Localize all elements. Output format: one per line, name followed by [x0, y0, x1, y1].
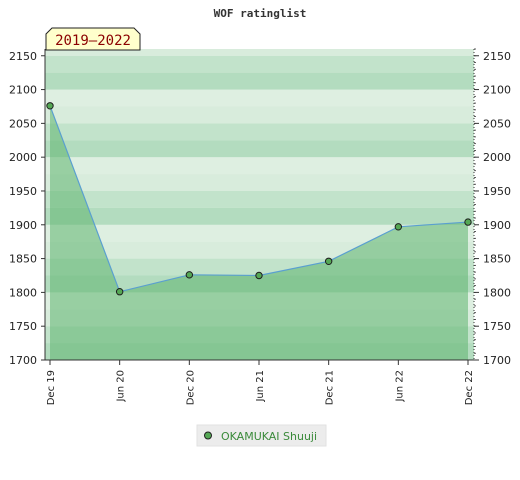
- y-tick-label-left: 2000: [9, 151, 37, 164]
- y-tick-label-left: 1750: [9, 320, 37, 333]
- data-point[interactable]: [186, 272, 192, 278]
- y-tick-label-left: 1800: [9, 286, 37, 299]
- x-tick-label: Dec 20: [185, 370, 196, 405]
- y-tick-label-right: 1950: [483, 185, 511, 198]
- data-point[interactable]: [325, 258, 331, 264]
- x-tick-label: Dec 21: [325, 370, 336, 405]
- x-tick-label: Jun 22: [394, 370, 405, 403]
- y-tick-label-right: 2000: [483, 151, 511, 164]
- data-point[interactable]: [395, 224, 401, 230]
- y-tick-label-left: 2150: [9, 50, 37, 63]
- legend-series-name: OKAMUKAI Shuuji: [221, 430, 317, 443]
- y-tick-label-left: 1950: [9, 185, 37, 198]
- period-label: 2019–2022: [55, 33, 131, 49]
- data-point[interactable]: [47, 103, 53, 109]
- legend[interactable]: OKAMUKAI Shuuji: [197, 425, 326, 446]
- y-tick-label-left: 1850: [9, 253, 37, 266]
- x-tick-label: Jun 20: [116, 370, 127, 403]
- y-tick-label-right: 2100: [483, 84, 511, 97]
- y-tick-label-right: 1850: [483, 253, 511, 266]
- x-tick-label: Dec 19: [46, 370, 57, 405]
- data-point[interactable]: [465, 219, 471, 225]
- x-tick-label: Jun 21: [255, 370, 266, 403]
- y-tick-label-left: 2050: [9, 117, 37, 130]
- y-axis-right: 1700 1750 1800 1850 1900 1950 2000 2050 2100 2150: [474, 49, 511, 367]
- y-tick-label-right: 2150: [483, 50, 511, 63]
- y-tick-label-right: 1750: [483, 320, 511, 333]
- x-axis: Dec 19 Jun 20 Dec 20 Jun 21 Dec 21 Jun 22 Dec …: [46, 360, 475, 405]
- y-tick-label-right: 2050: [483, 117, 511, 130]
- y-tick-label-right: 1800: [483, 286, 511, 299]
- chart-title: WOF ratinglist: [214, 7, 307, 20]
- legend-marker: [205, 432, 212, 439]
- y-tick-label-left: 1900: [9, 219, 37, 232]
- y-axis-left: 1700 1750 1800 1850 1900 1950 2000 2050 2100 2150: [9, 50, 45, 367]
- y-tick-label-left: 1700: [9, 354, 37, 367]
- y-tick-label-right: 1700: [483, 354, 511, 367]
- y-tick-label-left: 2100: [9, 84, 37, 97]
- y-tick-label-right: 1900: [483, 219, 511, 232]
- period-badge: 2019–2022: [46, 28, 140, 50]
- x-tick-label: Dec 22: [464, 370, 475, 405]
- data-point[interactable]: [256, 272, 262, 278]
- data-point[interactable]: [116, 289, 122, 295]
